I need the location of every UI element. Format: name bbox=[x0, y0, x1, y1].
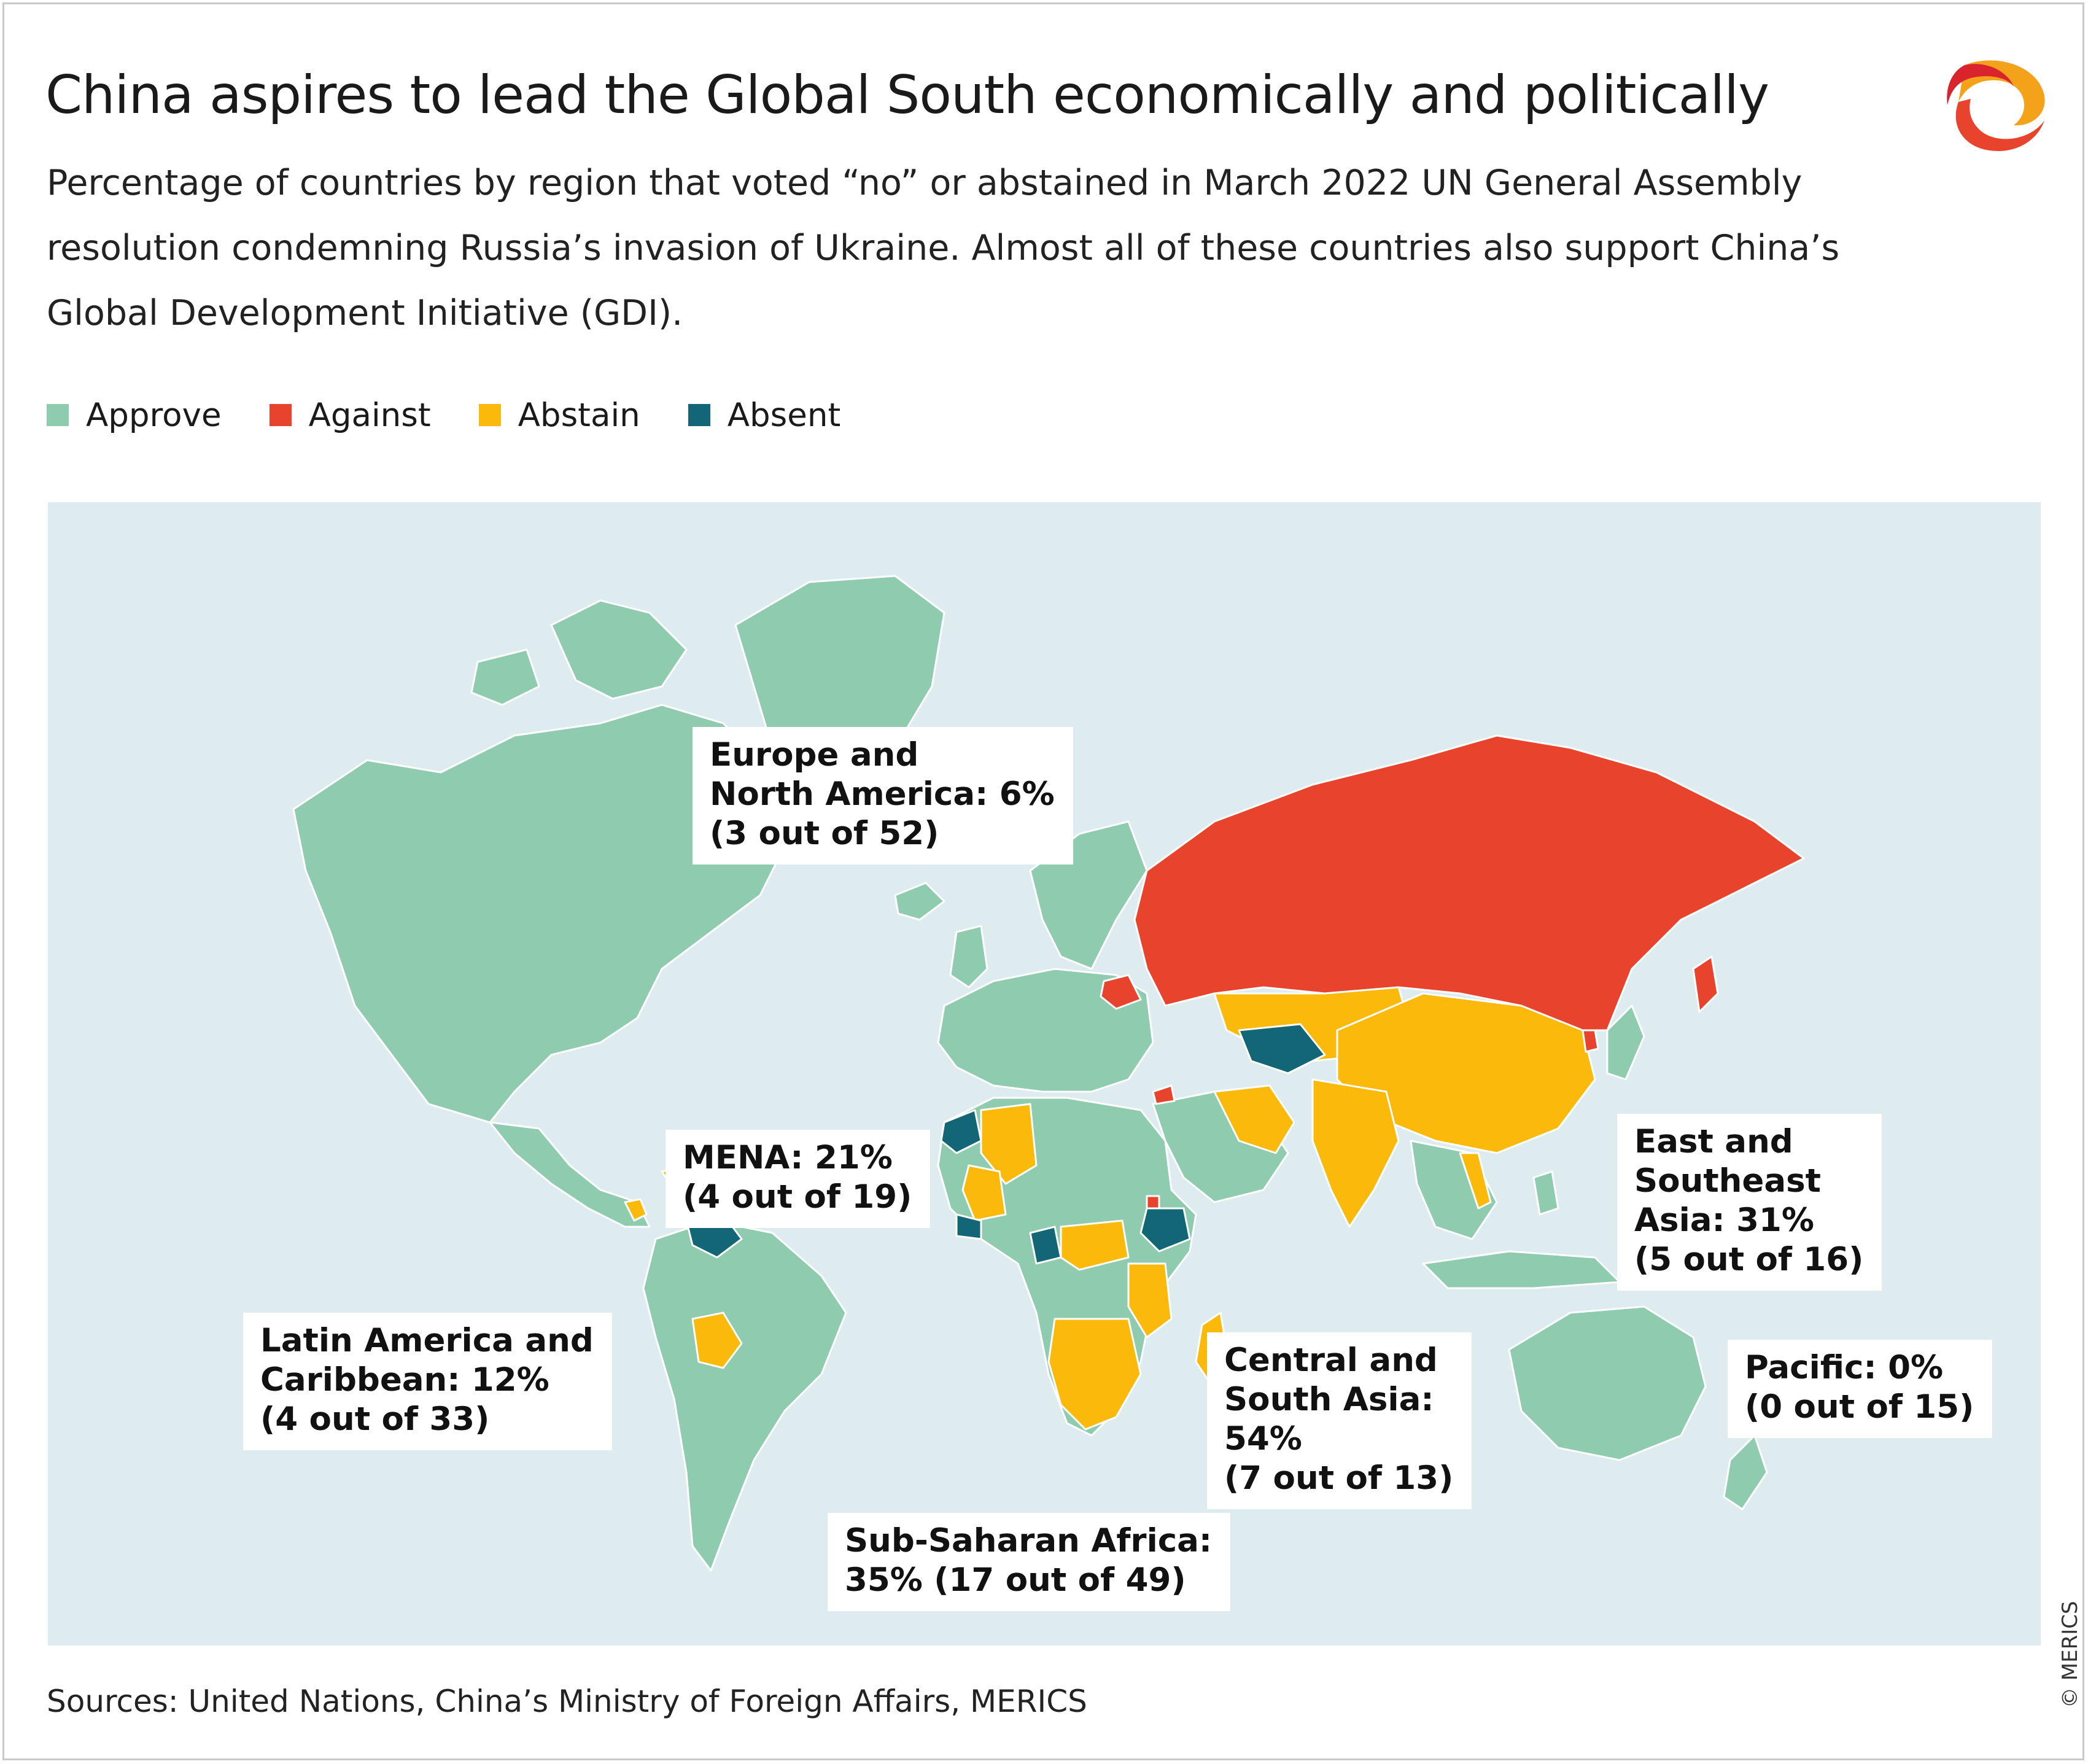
legend-label-approve: Approve bbox=[86, 396, 222, 434]
label-line: Sub-Saharan Africa: bbox=[845, 1522, 1213, 1560]
label-line: MENA: 21% bbox=[683, 1139, 893, 1176]
land-canadian-islands-2 bbox=[470, 648, 540, 706]
label-line: North America: 6% bbox=[710, 775, 1055, 813]
land-russia-against bbox=[1133, 734, 1805, 1032]
land-east-africa-abstain bbox=[1127, 1262, 1173, 1339]
label-line: (4 out of 19) bbox=[683, 1178, 912, 1216]
land-eritrea-against bbox=[1146, 1195, 1160, 1210]
land-iceland bbox=[894, 882, 945, 921]
land-west-africa-absent bbox=[955, 1213, 982, 1240]
label-line: 35% (17 out of 49) bbox=[845, 1561, 1186, 1599]
legend-label-against: Against bbox=[308, 396, 431, 434]
land-philippines bbox=[1532, 1170, 1559, 1216]
land-japan bbox=[1606, 1004, 1645, 1081]
legend-swatch-approve bbox=[47, 404, 69, 426]
legend-swatch-absent bbox=[688, 404, 710, 426]
land-belarus-against bbox=[1100, 974, 1142, 1010]
land-cameroon-absent bbox=[1029, 1226, 1062, 1265]
land-india-abstain bbox=[1311, 1078, 1400, 1228]
page-title: China aspires to lead the Global South e… bbox=[45, 64, 1769, 126]
world-map: Europe and North America: 6% (3 out of 5… bbox=[48, 502, 2041, 1645]
land-iran-abstain bbox=[1213, 1084, 1295, 1154]
label-line: Southeast bbox=[1634, 1162, 1821, 1200]
legend-item-abstain: Abstain bbox=[478, 396, 640, 434]
label-line: (3 out of 52) bbox=[710, 815, 939, 852]
legend-item-against: Against bbox=[269, 396, 431, 434]
label-sub-saharan-africa: Sub-Saharan Africa: 35% (17 out of 49) bbox=[828, 1513, 1231, 1611]
land-mali-abstain bbox=[961, 1164, 1007, 1222]
label-line: 54% bbox=[1224, 1420, 1302, 1458]
label-east-southeast-asia: East and Southeast Asia: 31% (5 out of 1… bbox=[1617, 1114, 1882, 1291]
label-line: (4 out of 33) bbox=[260, 1401, 490, 1438]
legend-swatch-against bbox=[269, 404, 292, 426]
land-central-america-abstain bbox=[624, 1198, 648, 1222]
label-europe-north-america: Europe and North America: 6% (3 out of 5… bbox=[693, 727, 1073, 865]
land-uk bbox=[949, 925, 988, 989]
legend-swatch-abstain bbox=[478, 404, 501, 426]
label-line: South Asia: bbox=[1224, 1381, 1434, 1418]
label-line: Caribbean: 12% bbox=[260, 1361, 549, 1399]
label-line: Latin America and bbox=[260, 1322, 594, 1359]
land-new-zealand bbox=[1723, 1434, 1768, 1510]
land-europe bbox=[937, 968, 1154, 1093]
legend-label-absent: Absent bbox=[727, 396, 841, 434]
land-mexico bbox=[489, 1121, 651, 1228]
land-algeria-abstain bbox=[980, 1103, 1038, 1185]
label-central-south-asia: Central and South Asia: 54% (7 out of 13… bbox=[1207, 1332, 1472, 1509]
legend-label-abstain: Abstain bbox=[518, 396, 640, 434]
legend-item-absent: Absent bbox=[688, 396, 841, 434]
label-line: Europe and bbox=[710, 736, 919, 774]
label-latin-america-caribbean: Latin America and Caribbean: 12% (4 out … bbox=[243, 1313, 612, 1450]
label-pacific: Pacific: 0% (0 out of 15) bbox=[1728, 1340, 1993, 1438]
page-subtitle: Percentage of countries by region that v… bbox=[47, 163, 1840, 333]
land-ethiopia-absent bbox=[1139, 1207, 1191, 1253]
source-note: Sources: United Nations, China’s Ministr… bbox=[47, 1684, 1087, 1719]
label-line: (7 out of 13) bbox=[1224, 1459, 1454, 1497]
land-southern-africa-abstain bbox=[1047, 1318, 1142, 1431]
copyright-note: © MERICS bbox=[2058, 1601, 2082, 1708]
label-line: (5 out of 16) bbox=[1634, 1241, 1864, 1278]
land-north-korea-against bbox=[1582, 1029, 1599, 1053]
label-mena: MENA: 21% (4 out of 19) bbox=[666, 1130, 931, 1228]
land-vietnam-abstain bbox=[1459, 1152, 1492, 1210]
land-stans-absent bbox=[1238, 1023, 1326, 1074]
land-indonesia bbox=[1422, 1250, 1621, 1289]
world-map-svg bbox=[292, 575, 1805, 1572]
land-north-america bbox=[292, 704, 786, 1124]
merics-logo-icon bbox=[1947, 60, 2045, 151]
land-australia bbox=[1508, 1305, 1707, 1461]
legend-item-approve: Approve bbox=[47, 397, 222, 434]
land-south-america bbox=[642, 1219, 847, 1572]
label-line: Central and bbox=[1224, 1342, 1438, 1379]
label-line: Pacific: 0% bbox=[1745, 1349, 1944, 1386]
land-bolivia-abstain bbox=[691, 1311, 743, 1369]
land-kamchatka-against bbox=[1692, 955, 1719, 1013]
land-central-africa-abstain bbox=[1060, 1219, 1130, 1271]
label-line: (0 out of 15) bbox=[1745, 1388, 1974, 1426]
land-syria-against bbox=[1152, 1084, 1176, 1105]
label-line: Asia: 31% bbox=[1634, 1202, 1815, 1239]
label-line: East and bbox=[1634, 1123, 1793, 1160]
land-canadian-islands bbox=[550, 599, 688, 700]
land-morocco-absent bbox=[940, 1109, 982, 1154]
legend: Approve Against Abstain Absent bbox=[47, 390, 888, 440]
